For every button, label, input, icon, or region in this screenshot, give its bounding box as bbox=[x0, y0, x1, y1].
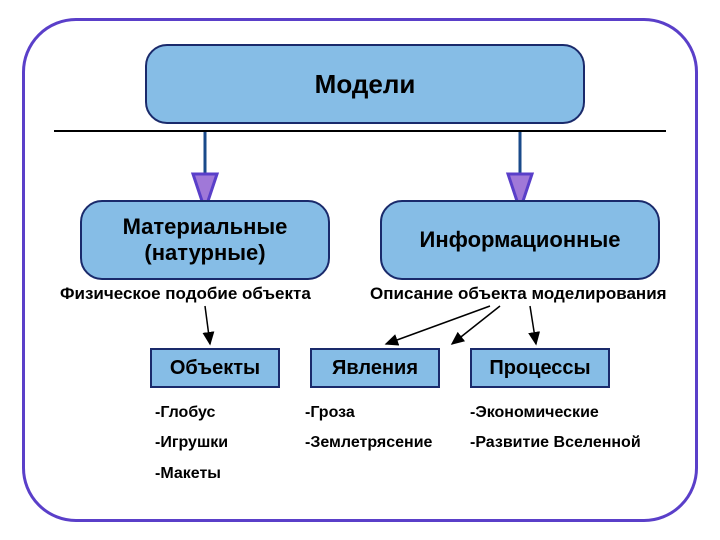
example-item: -Развитие Вселенной bbox=[470, 428, 641, 458]
example-item: -Землетрясение bbox=[305, 428, 432, 458]
example-item: -Гроза bbox=[305, 398, 432, 428]
example-item: -Глобус bbox=[155, 398, 228, 428]
examples-phenomena: -Гроза -Землетрясение bbox=[305, 398, 432, 459]
caption-informational: Описание объекта моделирования bbox=[370, 284, 680, 304]
branch-material: Материальные (натурные) bbox=[80, 200, 330, 280]
example-item: -Макеты bbox=[155, 459, 228, 489]
example-item: -Игрушки bbox=[155, 428, 228, 458]
caption-material: Физическое подобие объекта bbox=[60, 284, 340, 304]
leaf-objects-label: Объекты bbox=[170, 357, 260, 380]
branch-informational-label: Информационные bbox=[420, 227, 621, 253]
examples-objects: -Глобус -Игрушки -Макеты bbox=[155, 398, 228, 489]
examples-processes: -Экономические -Развитие Вселенной bbox=[470, 398, 641, 459]
leaf-processes-label: Процессы bbox=[489, 357, 590, 380]
branch-informational: Информационные bbox=[380, 200, 660, 280]
root-label: Модели bbox=[315, 69, 416, 100]
leaf-phenomena-label: Явления bbox=[332, 357, 418, 380]
horizontal-divider bbox=[54, 130, 666, 132]
branch-material-line2: (натурные) bbox=[144, 240, 265, 265]
branch-material-line1: Материальные bbox=[123, 214, 288, 239]
example-item: -Экономические bbox=[470, 398, 641, 428]
leaf-processes: Процессы bbox=[470, 348, 610, 388]
root-node: Модели bbox=[145, 44, 585, 124]
leaf-objects: Объекты bbox=[150, 348, 280, 388]
leaf-phenomena: Явления bbox=[310, 348, 440, 388]
